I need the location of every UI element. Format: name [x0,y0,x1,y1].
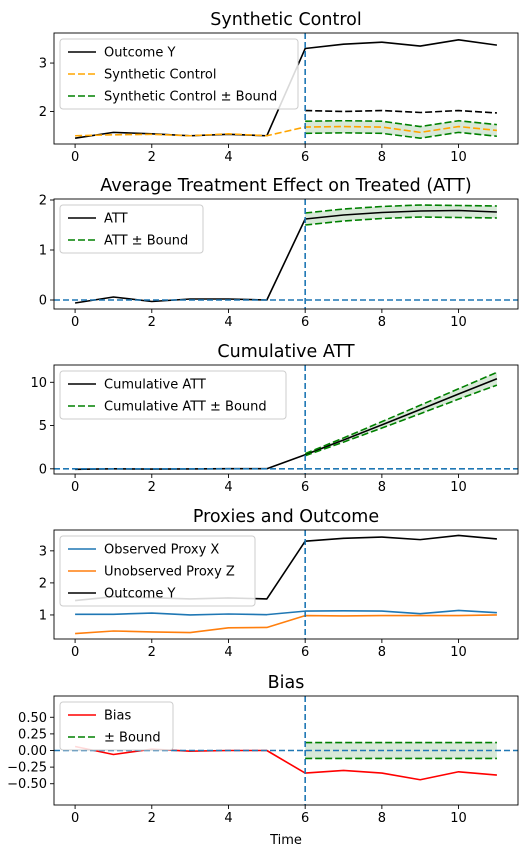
legend-entry: Synthetic Control ± Bound [104,90,277,105]
x-tick-label: 0 [71,645,79,660]
x-tick-label: 8 [378,645,386,660]
x-tick-label: 2 [148,480,156,495]
y-tick-label: 1 [39,608,47,623]
plot-frame [53,198,519,310]
series-line-2 [75,614,497,635]
legend-entry: Synthetic Control [104,68,217,83]
chart-legend: ATT ATT ± Bound [59,204,204,254]
x-tick-label: 6 [301,315,309,330]
x-tick-label: 4 [224,315,232,330]
chart-panel-5: Bias 0 2 4 6 8 10 −0.50−0.25 0.00 0.250.50 Bias ± B… [7,673,519,826]
y-tick-label: 0.00 [18,744,47,759]
chart-title: Average Treatment Effect on Treated (ATT… [100,176,471,196]
x-tick-label: 8 [378,811,386,826]
plot-frame [53,529,519,640]
chart-title: Synthetic Control [210,10,361,30]
x-tick-label: 6 [301,811,309,826]
upper-bound-line [305,204,497,214]
chart-title: Cumulative ATT [217,342,354,362]
chart-title: Bias [268,673,305,693]
y-tick-label: 2 [39,105,47,120]
x-tick-label: 4 [224,811,232,826]
x-tick-label: 8 [378,480,386,495]
y-tick-label: 2 [39,576,47,591]
x-tick-label: 8 [378,315,386,330]
series-line-1 [75,609,497,616]
legend-entry: Cumulative ATT [104,378,206,393]
x-tick-label: 10 [450,645,467,660]
chart-panel-1: Synthetic Control 0 2 4 6 8 10 2 3 Outcome Y Synth… [39,10,519,165]
plot-frame [53,32,519,145]
legend-entry: Outcome Y [104,587,175,602]
x-tick-label: 10 [450,150,467,165]
plot-area [54,199,518,309]
y-tick-label: 0 [39,294,47,309]
y-tick-label: −0.50 [7,777,47,792]
y-tick-label: 0.50 [18,711,47,726]
chart-legend: Cumulative ATT Cumulative ATT ± Bound [59,370,287,420]
x-tick-label: 0 [71,811,79,826]
chart-legend: Observed Proxy X Unobserved Proxy Z Outcom… [59,535,256,607]
x-axis-label: Time [269,833,302,848]
upper-bound-line [305,119,497,128]
legend-box [59,370,287,420]
legend-box [59,204,204,254]
x-tick-label: 4 [224,480,232,495]
x-tick-label: 2 [148,645,156,660]
x-tick-label: 2 [148,315,156,330]
legend-entry: Observed Proxy X [104,543,219,558]
plot-area [54,365,518,474]
x-tick-label: 6 [301,150,309,165]
x-tick-label: 2 [148,150,156,165]
legend-entry: Outcome Y [104,46,175,61]
y-tick-label: 3 [39,57,47,72]
lower-bound-line [305,131,497,139]
chart-panel-2: Average Treatment Effect on Treated (ATT… [39,176,519,330]
y-tick-label: 5 [39,419,47,434]
upper-bound-line [304,371,498,455]
x-tick-label: 8 [378,150,386,165]
legend-box [59,38,299,110]
series-line-4 [305,109,497,114]
x-tick-label: 2 [148,811,156,826]
legend-box [59,535,256,607]
x-tick-label: 0 [71,315,79,330]
chart-legend: Outcome Y Synthetic Control Synthetic Cont… [59,38,299,110]
legend-entry: Unobserved Proxy Z [104,565,235,580]
x-tick-label: 10 [450,315,467,330]
x-tick-label: 0 [71,150,79,165]
series-line-2 [75,125,497,137]
y-tick-label: −0.25 [7,761,47,776]
lower-bound-line [304,384,498,457]
plot-frame [53,364,519,475]
y-tick-label: 0 [39,462,47,477]
legend-entry: Bias [104,709,131,724]
x-tick-label: 10 [450,480,467,495]
x-tick-label: 4 [224,645,232,660]
y-tick-label: 0.25 [18,727,47,742]
legend-entry: ATT [104,212,128,227]
x-tick-label: 0 [71,480,79,495]
x-tick-label: 10 [450,811,467,826]
x-tick-label: 6 [301,645,309,660]
lower-bound-line [305,216,497,226]
chart-legend: Bias ± Bound [59,701,174,751]
y-tick-label: 10 [30,376,47,391]
y-tick-label: 1 [39,244,47,259]
legend-entry: ± Bound [104,731,161,746]
chart-title: Proxies and Outcome [193,507,379,527]
y-tick-label: 3 [39,544,47,559]
x-tick-label: 6 [301,480,309,495]
legend-entry: Cumulative ATT ± Bound [104,400,267,415]
legend-box [59,701,174,751]
legend-entry: ATT ± Bound [104,234,188,249]
x-tick-label: 4 [224,150,232,165]
y-tick-label: 2 [39,194,47,209]
